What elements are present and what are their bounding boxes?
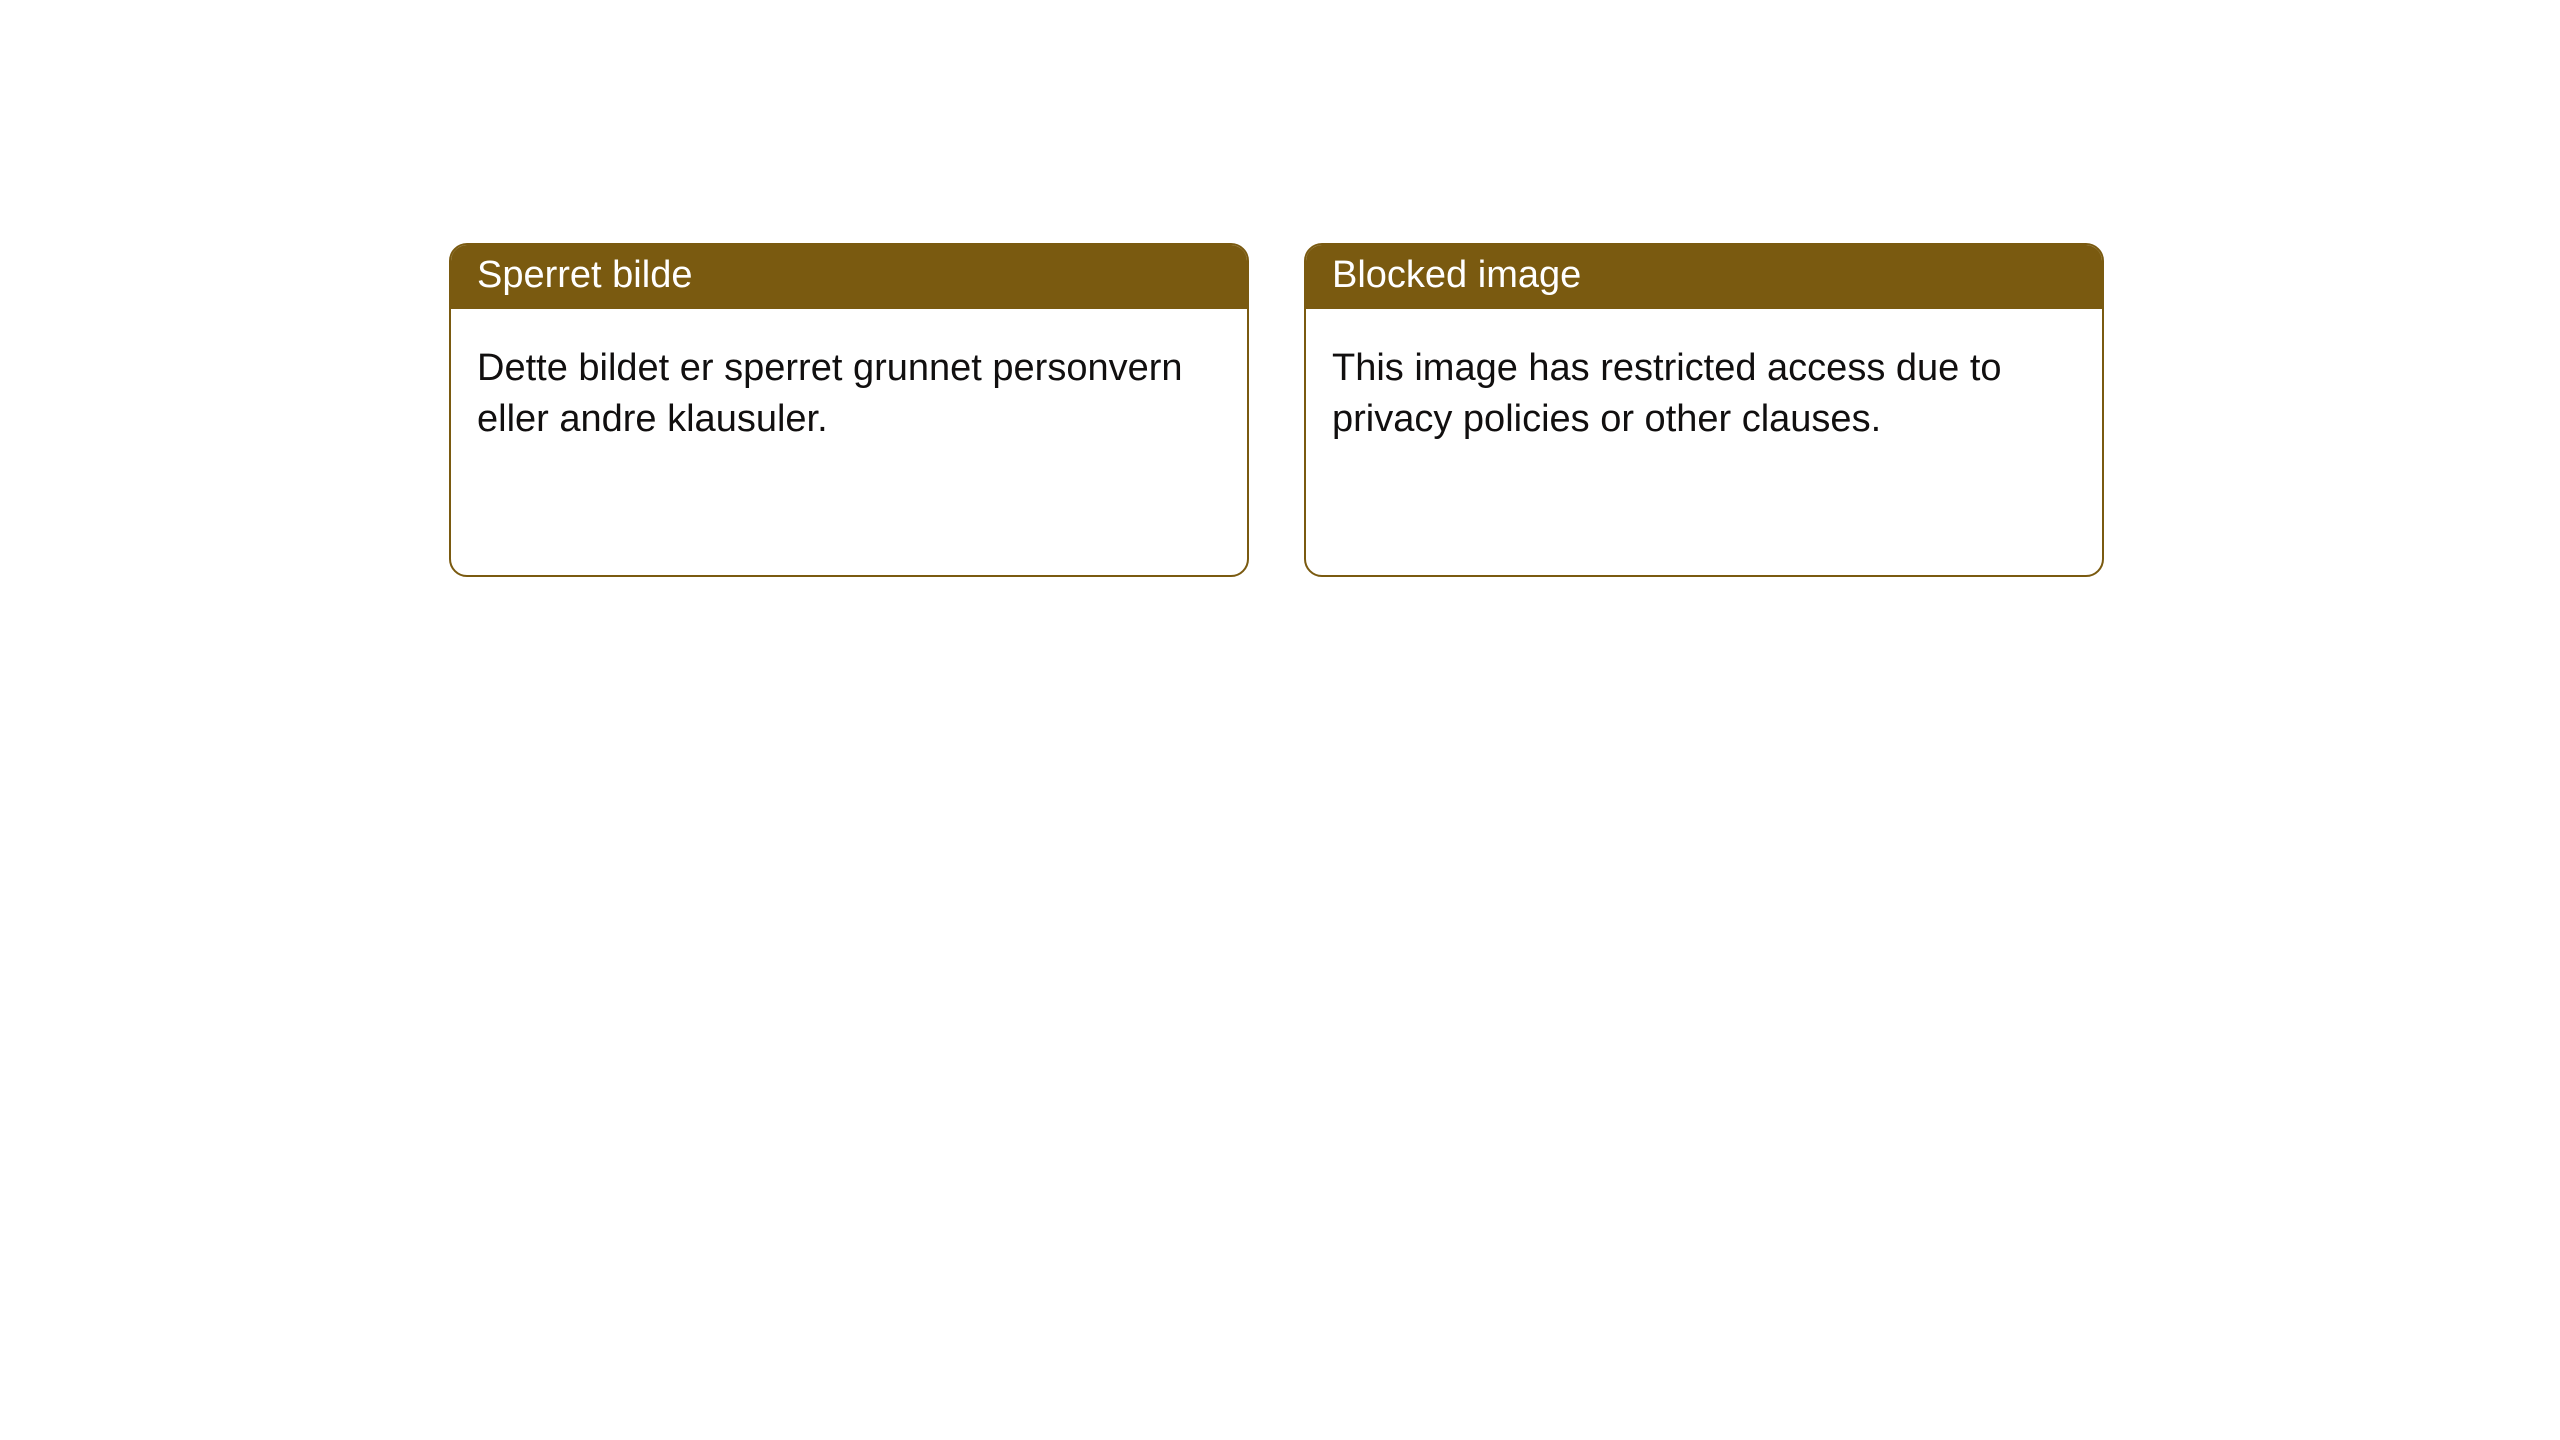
blocked-image-notices: Sperret bilde Dette bildet er sperret gr…: [0, 0, 2560, 577]
notice-body-en: This image has restricted access due to …: [1306, 309, 2102, 480]
blocked-image-notice-no: Sperret bilde Dette bildet er sperret gr…: [449, 243, 1249, 577]
blocked-image-notice-en: Blocked image This image has restricted …: [1304, 243, 2104, 577]
notice-title-en: Blocked image: [1306, 245, 2102, 309]
notice-title-no: Sperret bilde: [451, 245, 1247, 309]
notice-body-no: Dette bildet er sperret grunnet personve…: [451, 309, 1247, 480]
